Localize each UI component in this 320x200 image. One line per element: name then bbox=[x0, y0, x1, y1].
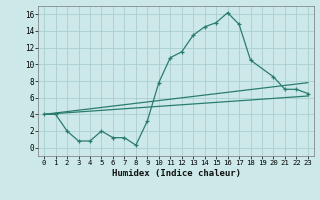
X-axis label: Humidex (Indice chaleur): Humidex (Indice chaleur) bbox=[111, 169, 241, 178]
